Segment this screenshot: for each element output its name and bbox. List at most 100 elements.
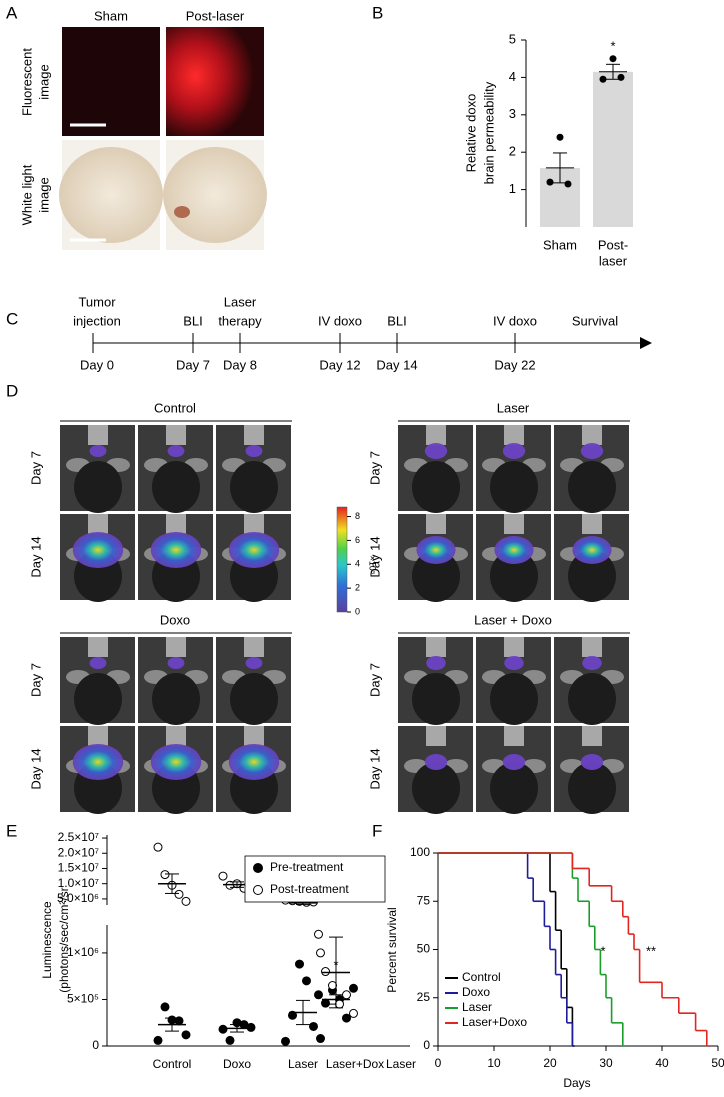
- signal: [504, 656, 524, 670]
- legend-label: Post-treatment: [270, 882, 349, 896]
- row-label: image: [36, 64, 51, 99]
- annotation: *: [610, 38, 615, 53]
- point: [181, 1030, 191, 1040]
- y-tick-label: 75: [417, 893, 431, 907]
- point: [342, 990, 351, 1000]
- group-title: Doxo: [160, 612, 190, 627]
- y-tick-label: 2.5×10⁷: [58, 830, 99, 844]
- signal: [424, 754, 448, 770]
- body: [412, 673, 460, 725]
- point: [153, 842, 163, 852]
- annotation: Laser: [386, 1057, 416, 1071]
- group-title: Laser + Doxo: [474, 612, 552, 627]
- y-tick-label: 1×10⁶: [67, 945, 99, 959]
- nose-cone: [166, 425, 186, 445]
- nose-cone: [88, 514, 108, 534]
- x-axis-label: Days: [563, 1076, 590, 1090]
- event-label: IV doxo: [493, 313, 537, 328]
- y-axis-label: Luminescence: [40, 901, 54, 979]
- legend-label: Laser: [462, 1000, 492, 1014]
- nose-cone: [504, 637, 524, 657]
- point: [246, 1022, 256, 1032]
- point: [349, 1008, 358, 1018]
- nose-cone: [244, 425, 264, 445]
- signal: [89, 657, 107, 669]
- panel-letter: B: [372, 3, 383, 22]
- colorbar-tick-label: 2: [355, 583, 360, 593]
- panel-letter: F: [372, 821, 382, 840]
- legend-box: [244, 855, 386, 903]
- point: [218, 1024, 228, 1034]
- x-tick-label: Laser: [288, 1057, 318, 1071]
- point: [321, 998, 330, 1008]
- nose-cone: [88, 425, 108, 445]
- legend-label: Pre-treatment: [270, 860, 344, 874]
- signal: [167, 657, 185, 669]
- point: [314, 990, 323, 1000]
- fluorescent-sham-image: [62, 27, 160, 136]
- legend-label: Control: [462, 970, 501, 984]
- annotation: *: [333, 957, 338, 972]
- body: [568, 673, 616, 725]
- lesion: [174, 206, 190, 218]
- signal: [426, 656, 446, 670]
- x-tick-label: Laser+Dox: [326, 1057, 384, 1071]
- day-label: Day 22: [494, 357, 535, 372]
- signal: [580, 443, 604, 459]
- point: [174, 889, 184, 899]
- point: [153, 1035, 163, 1045]
- nose-cone: [426, 514, 446, 534]
- point: [281, 1036, 290, 1046]
- legend-marker: [253, 885, 263, 895]
- row-label: Day 7: [28, 663, 43, 697]
- x-tick-label: 20: [543, 1056, 557, 1070]
- point: [218, 871, 228, 881]
- signal: [228, 532, 280, 568]
- fluorescent-laser-image: [166, 27, 264, 136]
- x-tick-label: 40: [655, 1056, 669, 1070]
- panel-letter: D: [6, 381, 18, 400]
- body: [568, 461, 616, 513]
- y-tick-label: 5×10⁵: [67, 992, 99, 1006]
- nose-cone: [582, 514, 602, 534]
- colorbar-unit: ×10⁵: [368, 556, 378, 575]
- y-tick-label: 0: [423, 1038, 430, 1052]
- point: [599, 75, 607, 83]
- arrow-head: [640, 337, 652, 349]
- event-label: BLI: [183, 313, 203, 328]
- point: [609, 55, 617, 63]
- y-axis-label: Relative doxo: [463, 94, 478, 173]
- signal: [502, 443, 526, 459]
- legend-label: Doxo: [462, 985, 490, 999]
- column-label: Post-laser: [186, 8, 245, 23]
- x-tick-label: 10: [487, 1056, 501, 1070]
- row-label: image: [36, 177, 51, 212]
- y-tick-label: 3: [509, 106, 516, 121]
- nose-cone: [582, 726, 602, 746]
- body: [152, 461, 200, 513]
- x-tick-label: 50: [711, 1056, 724, 1070]
- point: [342, 1013, 351, 1023]
- signal: [89, 445, 107, 457]
- day-label: Day 8: [223, 357, 257, 372]
- point: [349, 983, 358, 993]
- point: [316, 1034, 325, 1044]
- day-label: Day 0: [80, 357, 114, 372]
- brain: [59, 147, 163, 243]
- body: [74, 673, 122, 725]
- row-label: White light: [19, 164, 34, 225]
- x-tick-label: Doxo: [223, 1057, 251, 1071]
- event-label: BLI: [387, 313, 407, 328]
- nose-cone: [244, 726, 264, 746]
- body: [490, 762, 538, 814]
- panel-letter: E: [6, 821, 17, 840]
- event-label: IV doxo: [318, 313, 362, 328]
- body: [490, 461, 538, 513]
- point: [288, 1010, 297, 1020]
- x-tick-label: Sham: [543, 237, 577, 252]
- y-tick-label: 50: [417, 942, 431, 956]
- event-label: Laser: [224, 294, 257, 309]
- point: [295, 959, 304, 969]
- nose-cone: [504, 514, 524, 534]
